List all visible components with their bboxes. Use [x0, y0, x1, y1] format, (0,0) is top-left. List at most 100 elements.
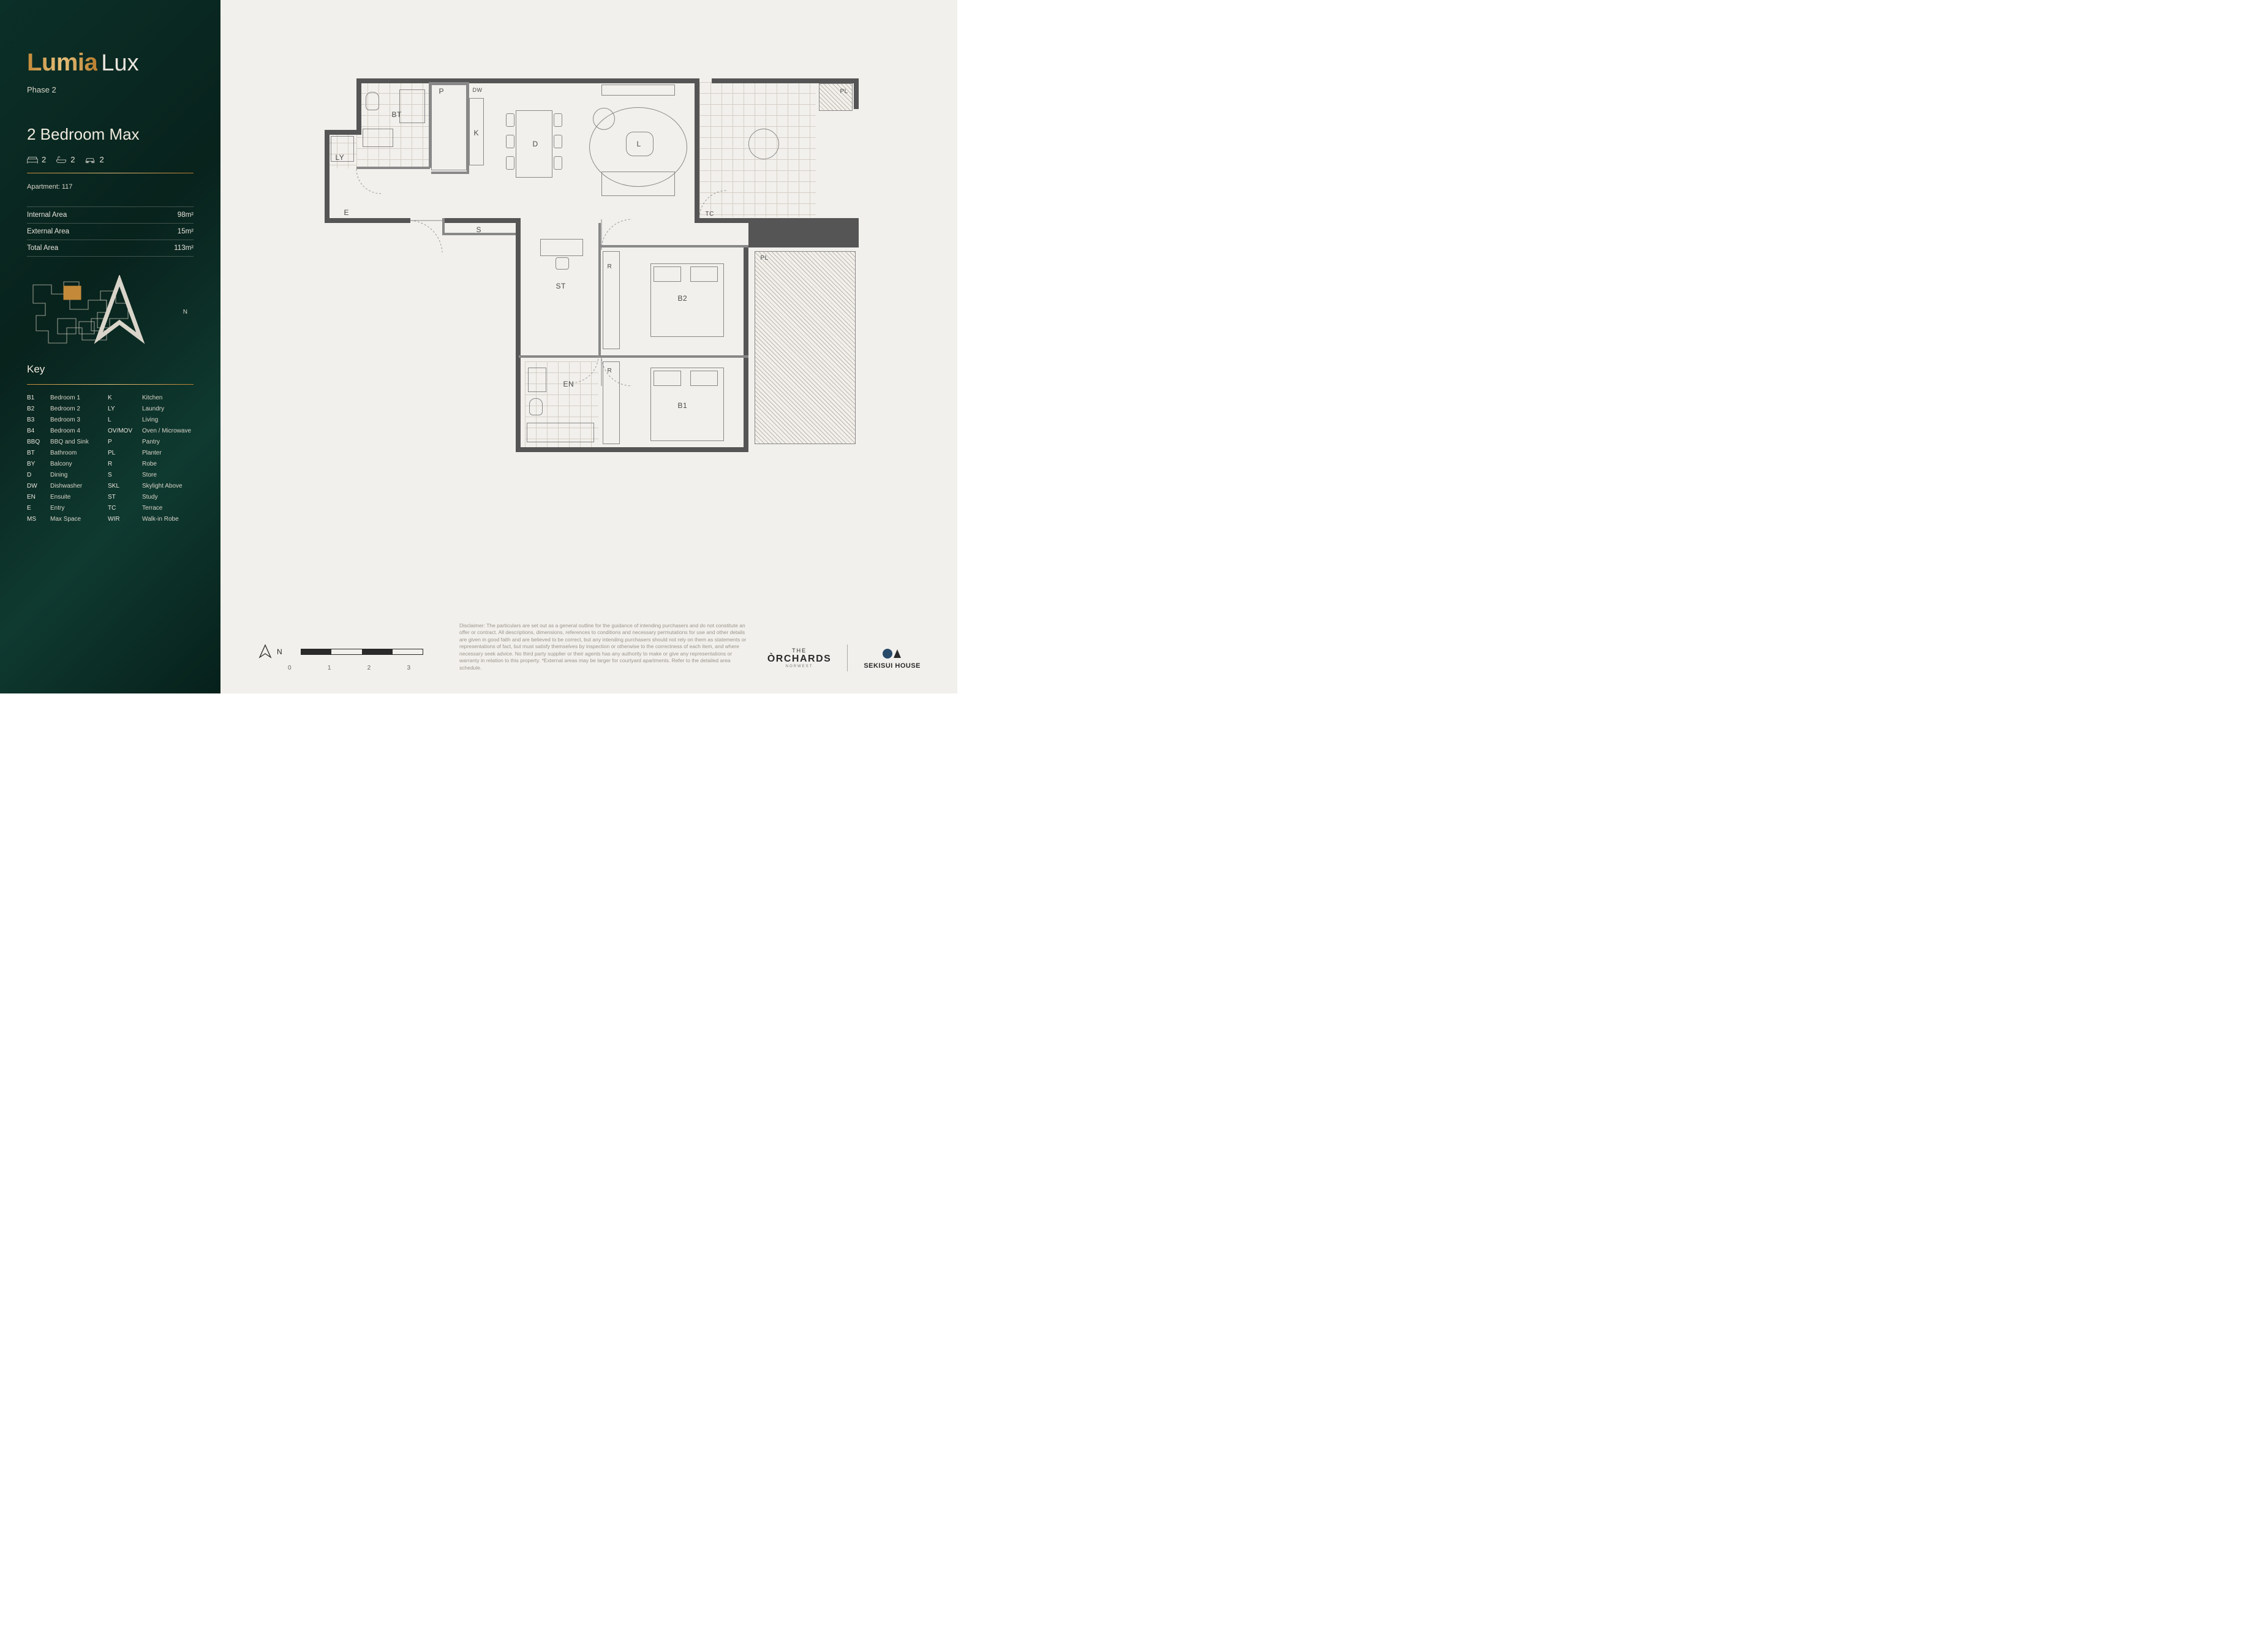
key-name: BBQ and Sink [50, 439, 105, 445]
phase-label: Phase 2 [27, 85, 194, 94]
label-E: E [344, 208, 350, 217]
key-name: Bedroom 4 [50, 428, 105, 434]
key-legend: B1Bedroom 1KKitchen B2Bedroom 2LYLaundry… [27, 395, 194, 523]
label-P: P [439, 87, 445, 96]
key-abbr: B2 [27, 406, 48, 412]
spec-cars: 2 [85, 155, 104, 164]
key-name: Walk-in Robe [142, 516, 197, 523]
label-R1: R [608, 263, 612, 270]
scale-block: N 0 1 2 3 [257, 644, 441, 671]
key-abbr: BY [27, 461, 48, 467]
key-abbr: B4 [27, 428, 48, 434]
key-abbr: R [108, 461, 140, 467]
key-name: Planter [142, 450, 197, 456]
key-abbr: ST [108, 494, 140, 500]
key-name: Store [142, 472, 197, 478]
logo-sekisui: SEKISUI HOUSE [864, 647, 921, 670]
disclaimer-text: Disclaimer: The particulars are set out … [459, 622, 749, 671]
key-abbr: EN [27, 494, 48, 500]
cars-count: 2 [99, 155, 104, 164]
label-R2: R [608, 368, 612, 374]
title-light: Lux [101, 50, 138, 76]
area-label: Total Area [27, 244, 58, 252]
apartment-number: Apartment: 117 [27, 183, 194, 191]
north-label: N [277, 648, 282, 656]
sekisui-mark-icon [864, 647, 921, 662]
logos: THE ÒRCHARDS NORWEST SEKISUI HOUSE [767, 644, 921, 671]
area-row: Total Area 113m² [27, 240, 194, 257]
key-abbr: OV/MOV [108, 428, 140, 434]
label-K: K [474, 129, 480, 137]
floorplan-container: LY BT P K DW D L TC PL PL E S ST R R B2 … [257, 49, 921, 610]
title-bold: Lumia [27, 49, 97, 76]
area-row: External Area 15m² [27, 224, 194, 240]
key-name: Robe [142, 461, 197, 467]
floorplan: LY BT P K DW D L TC PL PL E S ST R R B2 … [320, 74, 859, 453]
scale-tick: 0 [288, 665, 292, 671]
logo-orchards: THE ÒRCHARDS NORWEST [767, 648, 831, 668]
scale-bar [301, 649, 423, 655]
north-arrow: N [257, 644, 441, 660]
key-name: Max Space [50, 516, 105, 523]
footer: N 0 1 2 3 Disclaimer: The particulars ar… [257, 622, 921, 671]
orchards-the: THE [767, 648, 831, 654]
spec-row: 2 2 2 [27, 155, 194, 164]
key-name: Pantry [142, 439, 197, 445]
key-name: Bedroom 3 [50, 417, 105, 423]
key-name: Ensuite [50, 494, 105, 500]
area-value: 98m² [178, 211, 194, 219]
scale-tick: 2 [367, 665, 371, 671]
scale-tick: 1 [328, 665, 331, 671]
north-indicator-mini: N [58, 275, 187, 349]
key-name: Living [142, 417, 197, 423]
key-abbr: D [27, 472, 48, 478]
sekisui-name: SEKISUI HOUSE [864, 662, 921, 670]
key-abbr: LY [108, 406, 140, 412]
key-name: Bedroom 2 [50, 406, 105, 412]
key-abbr: B3 [27, 417, 48, 423]
key-name: Laundry [142, 406, 197, 412]
key-name: Kitchen [142, 395, 197, 401]
area-table: Internal Area 98m² External Area 15m² To… [27, 206, 194, 257]
key-abbr: DW [27, 483, 48, 489]
area-value: 15m² [178, 228, 194, 235]
baths-count: 2 [70, 155, 75, 164]
key-abbr: MS [27, 516, 48, 523]
key-abbr: P [108, 439, 140, 445]
apartment-type: 2 Bedroom Max [27, 125, 194, 144]
sidebar: LumiaLux Phase 2 2 Bedroom Max 2 2 2 Apa… [0, 0, 220, 693]
key-name: Skylight Above [142, 483, 197, 489]
label-PL2: PL [761, 255, 769, 262]
gold-rule [27, 384, 194, 385]
scale-numbers: 0 1 2 3 [288, 665, 410, 671]
key-abbr: TC [108, 505, 140, 512]
area-label: Internal Area [27, 211, 67, 219]
key-abbr: B1 [27, 395, 48, 401]
beds-count: 2 [42, 155, 46, 164]
logo-divider [847, 644, 848, 671]
orchards-name: ÒRCHARDS [767, 654, 831, 665]
area-label: External Area [27, 228, 69, 235]
key-name: Balcony [50, 461, 105, 467]
key-name: Study [142, 494, 197, 500]
north-label: N [183, 309, 187, 315]
key-abbr: S [108, 472, 140, 478]
key-heading: Key [27, 363, 194, 376]
key-name: Entry [50, 505, 105, 512]
label-B1: B1 [678, 401, 688, 410]
key-abbr: K [108, 395, 140, 401]
label-ST: ST [556, 282, 566, 290]
area-value: 113m² [174, 244, 194, 252]
north-arrow-icon [257, 644, 273, 660]
key-abbr: WIR [108, 516, 140, 523]
scale-tick: 3 [407, 665, 410, 671]
label-TC: TC [706, 211, 714, 217]
spec-beds: 2 [27, 155, 46, 164]
bath-icon [56, 156, 67, 164]
area-row: Internal Area 98m² [27, 206, 194, 224]
label-LY: LY [336, 153, 345, 162]
key-abbr: PL [108, 450, 140, 456]
label-DW: DW [473, 87, 483, 93]
door-arcs [320, 74, 859, 453]
product-title: LumiaLux [27, 49, 194, 77]
